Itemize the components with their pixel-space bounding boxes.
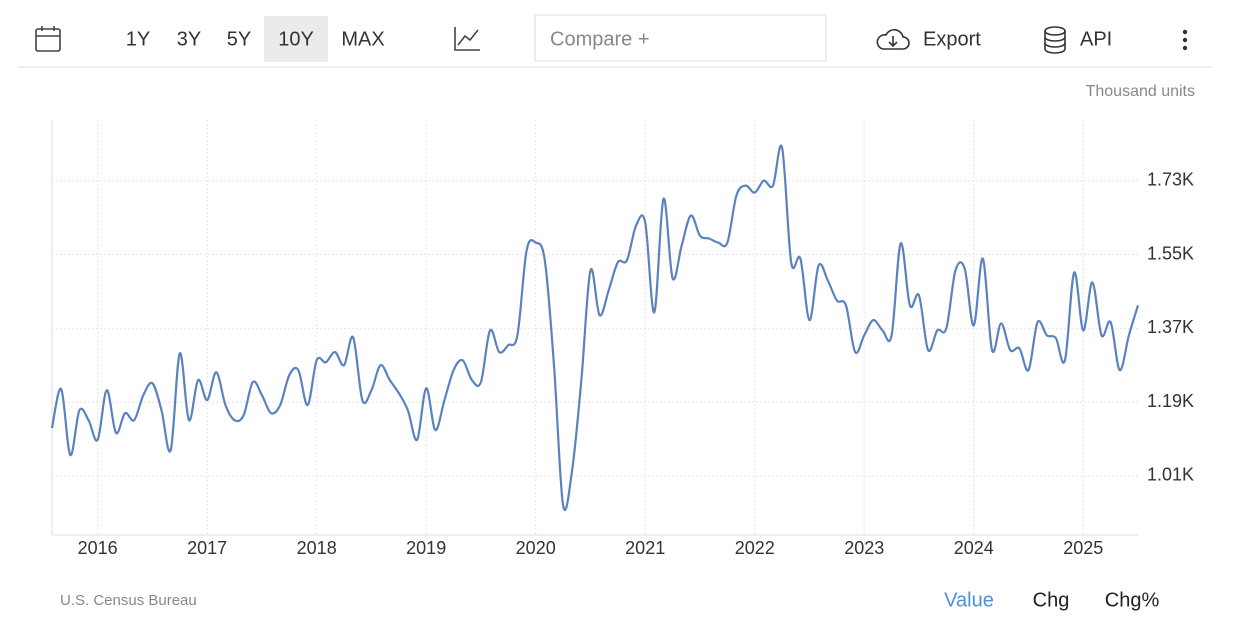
x-tick-label: 2023	[844, 538, 884, 558]
y-tick-label: 1.37K	[1147, 317, 1194, 337]
x-tick-label: 2021	[625, 538, 665, 558]
x-tick-label: 2017	[187, 538, 227, 558]
view-tab[interactable]: Value	[944, 589, 994, 611]
view-tab[interactable]: Chg	[1033, 589, 1070, 611]
compare-input[interactable]	[534, 14, 827, 62]
data-line	[50, 144, 1140, 512]
range-button[interactable]: MAX	[341, 28, 384, 50]
x-tick-label: 2020	[516, 538, 556, 558]
export-icon[interactable]	[876, 29, 910, 50]
api-icon[interactable]	[1044, 26, 1066, 54]
x-tick-label: 2016	[78, 538, 118, 558]
x-tick-label: 2024	[954, 538, 994, 558]
unit-label: Thousand units	[1086, 83, 1195, 100]
view-tab[interactable]: Chg%	[1105, 589, 1160, 611]
api-button[interactable]: API	[1080, 28, 1112, 50]
x-tick-label: 2025	[1063, 538, 1103, 558]
range-button[interactable]: 1Y	[126, 28, 150, 50]
source: U.S. Census Bureau	[60, 592, 197, 609]
range-button[interactable]: 10Y	[278, 28, 314, 50]
y-tick-label: 1.55K	[1147, 243, 1194, 263]
active-range-bg	[264, 16, 328, 62]
export-button[interactable]: Export	[923, 28, 981, 50]
compare-placeholder[interactable]: Compare +	[550, 28, 650, 50]
y-tick-label: 1.01K	[1147, 465, 1194, 485]
chart-type-icon[interactable]	[454, 27, 480, 51]
calendar-icon[interactable]	[35, 26, 61, 52]
x-tick-label: 2019	[406, 538, 446, 558]
x-tick-label: 2022	[735, 538, 775, 558]
y-tick-label: 1.19K	[1147, 391, 1194, 411]
range-button[interactable]: 5Y	[227, 28, 251, 50]
y-tick-label: 1.73K	[1147, 169, 1194, 189]
more-menu[interactable]	[1182, 29, 1188, 51]
x-tick-label: 2018	[297, 538, 337, 558]
range-button[interactable]: 3Y	[177, 28, 201, 50]
